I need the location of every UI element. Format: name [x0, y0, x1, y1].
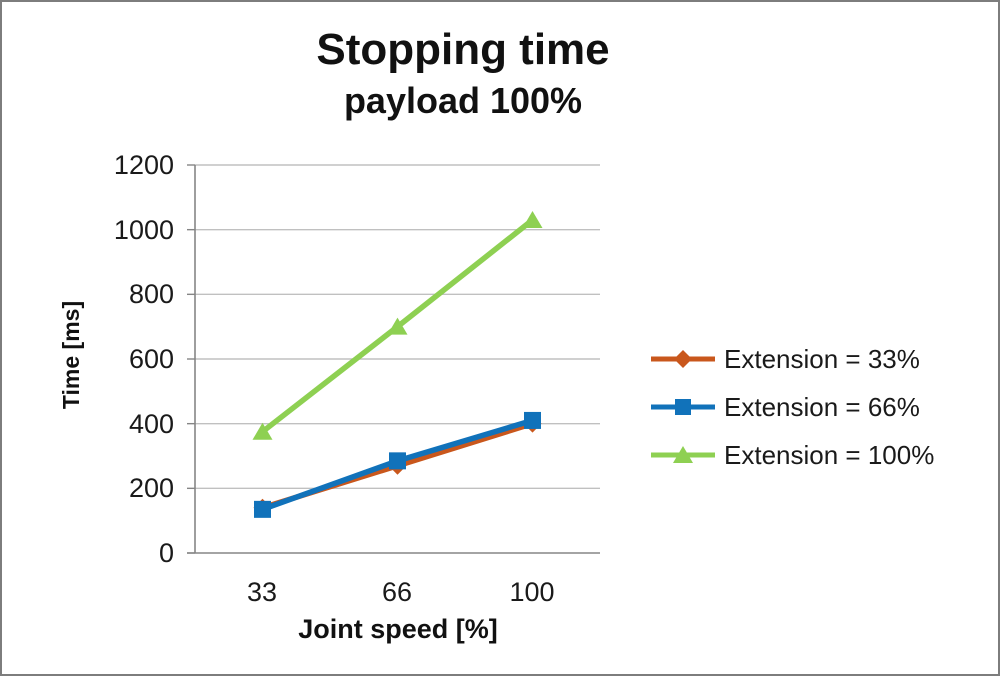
legend-label-extension-100: Extension = 100%: [724, 439, 935, 470]
y-tick-label-0: 0: [158, 538, 174, 568]
y-tick-label-1200: 1200: [113, 150, 174, 180]
x-tick-label-33: 33: [246, 577, 278, 607]
y-tick-label-1000: 1000: [113, 215, 174, 245]
x-tick-label-100: 100: [509, 577, 555, 607]
y-tick-label-200: 200: [128, 473, 174, 503]
x-axis-title: Joint speed [%]: [298, 614, 498, 644]
chart-subtitle: payload 100%: [343, 80, 583, 121]
data-point-1-2: [524, 411, 541, 429]
triangle-marker-icon: [651, 446, 715, 463]
data-point-1-1: [389, 452, 406, 470]
legend-item-extension-100: Extension = 100%: [650, 431, 934, 479]
data-point-2-2: [522, 210, 543, 228]
y-tick-label-600: 600: [128, 344, 174, 374]
legend-label-extension-33: Extension = 33%: [724, 343, 920, 374]
y-tick-label-400: 400: [128, 409, 174, 439]
diamond-marker-icon: [651, 350, 715, 368]
square-marker-icon: [651, 399, 715, 415]
legend-item-extension-66: Extension = 66%: [650, 383, 934, 431]
x-tick-label-66: 66: [381, 577, 413, 607]
data-point-2-0: [252, 422, 273, 440]
legend-item-extension-33: Extension = 33%: [650, 335, 934, 383]
legend-label-extension-66: Extension = 66%: [724, 391, 920, 422]
y-axis-title: Time [ms]: [58, 300, 84, 410]
y-tick-label-800: 800: [128, 279, 174, 309]
data-point-1-0: [254, 500, 271, 518]
data-point-2-1: [387, 317, 408, 335]
legend: Extension = 33% Extension = 66% Extensio…: [650, 335, 934, 479]
chart-title: Stopping time: [316, 25, 610, 74]
